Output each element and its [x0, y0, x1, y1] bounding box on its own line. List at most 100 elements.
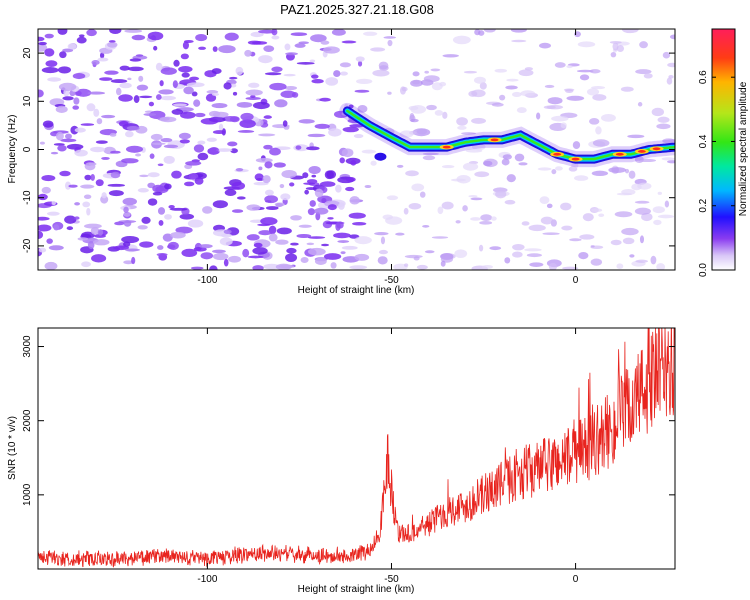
spectrogram-noise-blob	[235, 66, 244, 76]
spectrogram-noise-blob	[218, 45, 236, 54]
spectrogram-noise-blob	[283, 73, 296, 77]
spectrogram-noise-blob	[370, 47, 386, 52]
spectrogram-noise-blob	[431, 236, 449, 239]
spectrogram-noise-blob	[51, 200, 56, 206]
spectrogram-noise-blob	[501, 158, 510, 166]
spectrogram-noise-blob	[401, 86, 408, 92]
spectrogram-noise-blob	[158, 219, 164, 226]
spectrogram-noise-blob	[118, 94, 133, 102]
spectrogram-noise-blob	[46, 211, 60, 216]
colorbar-tick-label: 0.6	[698, 70, 709, 84]
spectrogram-noise-blob	[124, 29, 143, 33]
spectrogram-noise-blob	[271, 35, 280, 40]
spectrogram-noise-blob	[339, 157, 345, 164]
spectrogram-noise-blob	[47, 77, 62, 82]
spectrogram-noise-blob	[178, 132, 191, 140]
spectrogram-noise-blob	[127, 77, 132, 81]
spectrogram-noise-blob	[518, 162, 528, 166]
spectrogram-noise-blob	[158, 89, 174, 95]
spectrogram-noise-blob	[181, 248, 198, 258]
spectrogram-noise-blob	[129, 58, 142, 62]
spectrogram-noise-blob	[285, 253, 298, 262]
spectrogram-noise-blob	[591, 208, 603, 213]
spectrogram-noise-blob	[296, 62, 315, 65]
spectrogram-noise-blob	[258, 230, 272, 236]
spectrogram-noise-blob	[303, 182, 316, 185]
spectrogram-noise-blob	[193, 99, 201, 107]
spectrogram-noise-blob	[101, 156, 110, 160]
spectrogram-noise-blob	[591, 170, 609, 177]
spectrogram-noise-blob	[434, 110, 444, 116]
spectrogram-noise-blob	[123, 260, 134, 265]
spectrogram-noise-blob	[227, 141, 238, 147]
colorbar-label: Normalized spectral amplitude	[738, 81, 749, 216]
spectrogram-noise-blob	[479, 221, 493, 225]
spectrogram-noise-blob	[307, 247, 326, 256]
spectrogram-noise-blob	[206, 90, 219, 94]
spectrogram-noise-blob	[44, 261, 58, 270]
spectrogram-noise-blob	[298, 119, 315, 124]
spectrogram-noise-blob	[86, 29, 97, 37]
spectrogram-noise-blob	[306, 242, 315, 246]
spectrogram-noise-blob	[57, 144, 67, 152]
spectrogram-noise-blob	[311, 79, 324, 84]
spectrogram-noise-blob	[285, 52, 298, 56]
spectrogram-noise-blob	[499, 94, 506, 101]
spectrogram-noise-blob	[257, 223, 271, 227]
spectrogram-noise-blob	[231, 181, 246, 190]
spectrogram-noise-blob	[424, 250, 435, 254]
snr-series-line	[38, 328, 675, 568]
spectrogram-noise-blob	[263, 263, 280, 270]
spectrogram-noise-blob	[57, 29, 68, 35]
spectrogram-noise-blob	[198, 46, 207, 50]
spectrogram-noise-blob	[269, 82, 287, 91]
spectrogram-ridge-hotspot	[490, 138, 499, 142]
spectrogram-noise-blob	[323, 253, 342, 260]
spectrogram-noise-blob	[512, 243, 525, 251]
spectrogram-noise-blob	[74, 127, 86, 133]
spectrogram-noise-blob	[94, 234, 107, 238]
spectrogram-noise-blob	[239, 119, 256, 129]
spectrogram-noise-blob	[309, 200, 316, 207]
spectrogram-noise-blob	[540, 216, 554, 225]
spectrogram-noise-blob	[511, 91, 522, 98]
spectrogram-noise-blob	[298, 224, 312, 228]
spectrogram-noise-blob	[135, 153, 142, 157]
spectrogram-noise-blob	[560, 122, 567, 129]
spectrogram-noise-blob	[274, 99, 288, 108]
spectrogram-noise-blob	[412, 71, 420, 77]
spectrogram-noise-blob	[180, 53, 189, 60]
spectrogram-noise-blob	[353, 134, 364, 139]
spectrogram-noise-blob	[643, 73, 653, 79]
spectrogram-noise-blob	[100, 195, 109, 204]
spectrogram-noise-blob	[290, 32, 308, 37]
spectrogram-noise-blob	[191, 91, 198, 97]
spectrogram-noise-blob	[667, 160, 675, 164]
spectrogram-noise-blob	[546, 104, 564, 110]
spectrogram-noise-blob	[422, 224, 430, 228]
spectrogram-noise-blob	[305, 187, 317, 190]
spectrogram-noise-blob	[180, 111, 196, 119]
spectrogram-noise-blob	[189, 76, 200, 81]
spectrogram-noise-blob	[349, 196, 360, 205]
spectrogram-noise-blob	[147, 31, 164, 41]
spectrogram-noise-blob	[148, 101, 155, 107]
spectrogram-noise-blob	[506, 78, 519, 82]
spectrogram-noise-blob	[327, 217, 334, 220]
spectrogram-noise-blob	[87, 91, 106, 95]
spectrogram-noise-blob	[345, 176, 356, 182]
spectrogram-noise-blob	[600, 114, 616, 122]
spectrogram-noise-blob	[149, 153, 155, 159]
snr-y-label: SNR (10 * v/v)	[7, 416, 18, 480]
spectrogram-noise-blob	[178, 66, 193, 73]
spectrogram-noise-blob	[290, 215, 302, 221]
spectrogram-noise-blob	[248, 82, 260, 88]
spectrogram-noise-blob	[160, 67, 177, 75]
x-tick-label: -100	[197, 275, 217, 286]
spectrogram-noise-blob	[273, 162, 286, 168]
spectrogram-noise-blob	[109, 29, 122, 35]
y-tick-label: 0	[22, 146, 33, 152]
spectrogram-noise-blob	[426, 104, 437, 111]
spectrogram-noise-blob	[95, 179, 104, 187]
spectrogram-noise-blob	[590, 258, 603, 266]
